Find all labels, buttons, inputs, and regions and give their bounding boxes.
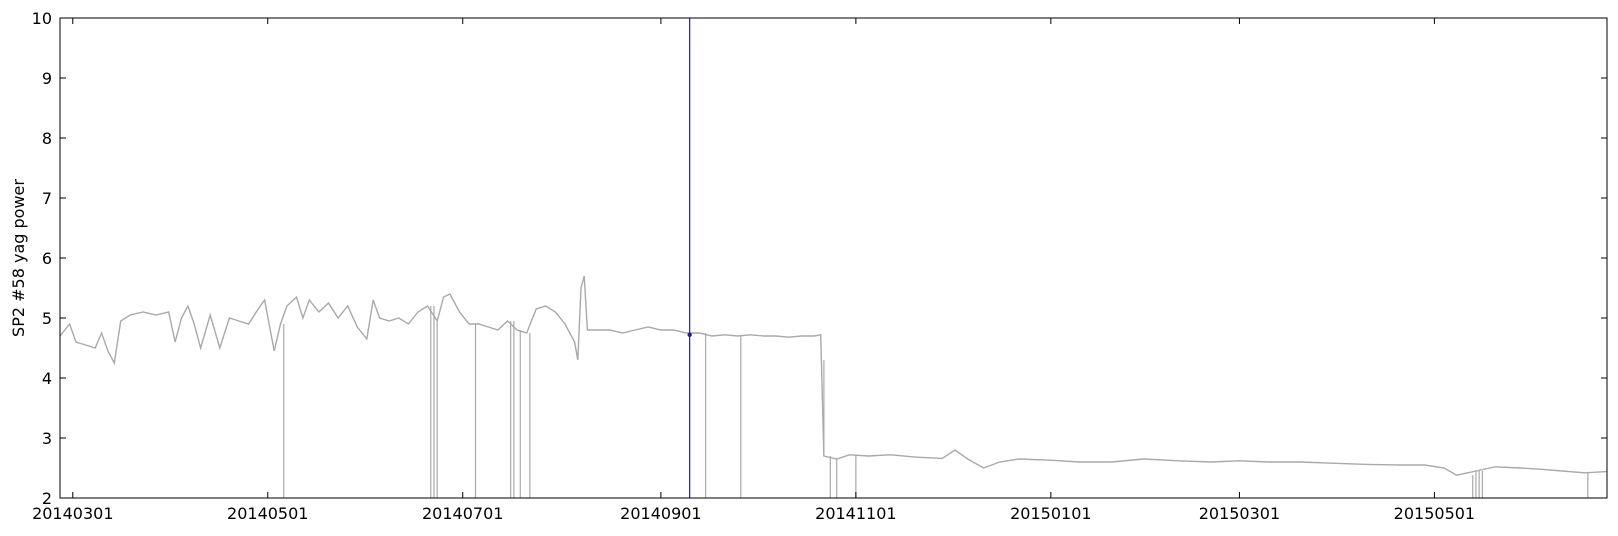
marker-point (687, 332, 692, 337)
x-tick-label: 20141101 (815, 504, 896, 523)
x-tick-label: 20140701 (422, 504, 503, 523)
y-tick-label: 3 (42, 429, 52, 448)
y-tick-label: 9 (42, 69, 52, 88)
x-tick-label: 20150101 (1010, 504, 1091, 523)
y-tick-label: 5 (42, 309, 52, 328)
y-axis-label: SP2 #58 yag power (9, 179, 28, 337)
x-tick-label: 20140501 (227, 504, 308, 523)
x-tick-label: 20140301 (32, 504, 113, 523)
y-tick-label: 7 (42, 189, 52, 208)
y-tick-label: 10 (32, 9, 52, 28)
y-tick-label: 2 (42, 489, 52, 508)
x-tick-label: 20150301 (1199, 504, 1280, 523)
x-tick-label: 20140901 (620, 504, 701, 523)
plot-frame (59, 17, 1608, 499)
y-tick-label: 6 (42, 249, 52, 268)
y-tick-label: 8 (42, 129, 52, 148)
y-tick-label: 4 (42, 369, 52, 388)
x-tick-label: 20150501 (1394, 504, 1475, 523)
series-line (59, 275, 1608, 476)
